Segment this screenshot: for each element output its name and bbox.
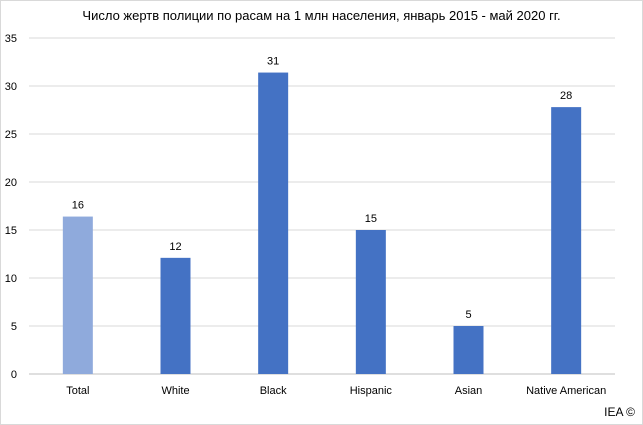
- x-tick-label: Native American: [526, 385, 606, 397]
- x-tick-label: Hispanic: [350, 385, 393, 397]
- bar: [62, 216, 93, 374]
- bar: [258, 72, 289, 374]
- data-label: 15: [365, 213, 377, 225]
- y-tick-label: 35: [5, 33, 17, 45]
- data-label: 16: [72, 200, 84, 212]
- chart-title: Число жертв полиции по расам на 1 млн на…: [82, 8, 561, 23]
- bar: [355, 230, 386, 374]
- y-tick-label: 30: [5, 81, 17, 93]
- bar: [453, 326, 484, 374]
- x-tick-label: Total: [66, 385, 89, 397]
- y-tick-label: 25: [5, 129, 17, 141]
- data-label: 12: [169, 241, 181, 253]
- x-tick-label: White: [161, 385, 189, 397]
- x-tick-label: Asian: [455, 385, 483, 397]
- bar: [551, 107, 582, 375]
- data-label: 28: [560, 90, 572, 102]
- y-tick-label: 5: [11, 321, 17, 333]
- x-tick-label: Black: [260, 385, 287, 397]
- bar: [160, 257, 191, 374]
- data-label: 5: [465, 309, 471, 321]
- y-tick-label: 20: [5, 177, 17, 189]
- y-tick-label: 15: [5, 225, 17, 237]
- y-tick-label: 10: [5, 273, 17, 285]
- data-label: 31: [267, 56, 279, 68]
- y-tick-label: 0: [11, 369, 17, 381]
- credit-label: IEA ©: [604, 405, 635, 419]
